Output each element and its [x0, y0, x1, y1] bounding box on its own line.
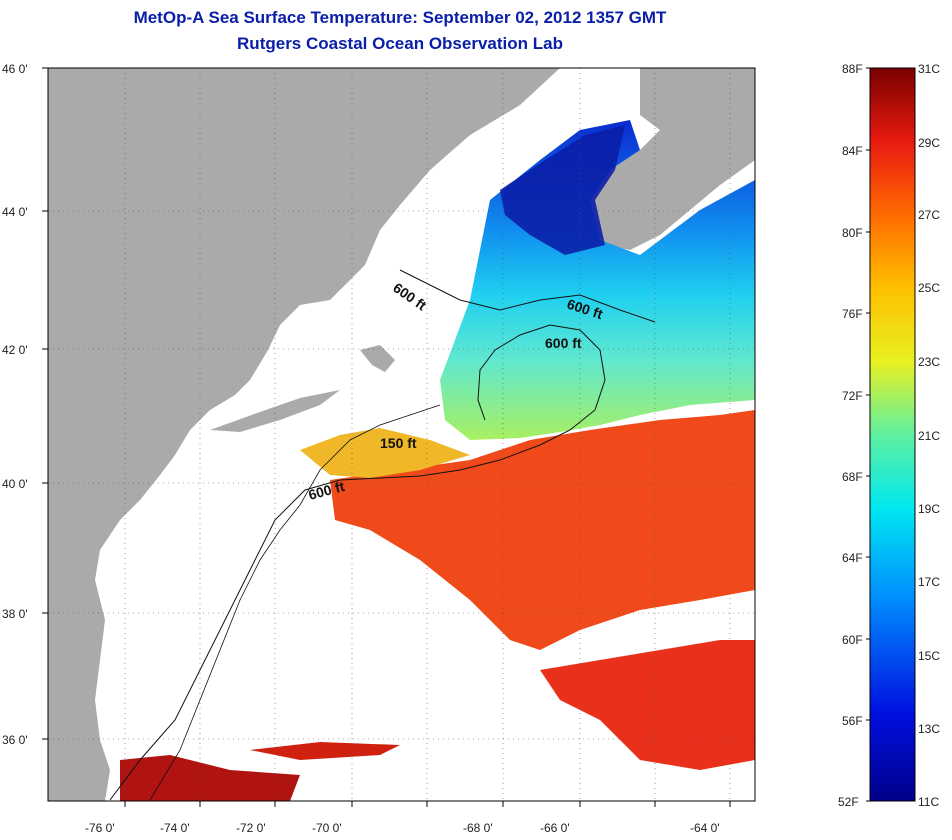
colorbar-c-label-23: 23C [918, 355, 940, 369]
colorbar-f-label-88: 88F [842, 62, 863, 76]
colorbar-c-label-17: 17C [918, 575, 940, 589]
colorbar-f-ticks [866, 67, 870, 802]
sst-mid-region [300, 428, 470, 478]
lon-label-66: -66 0' [540, 821, 570, 835]
lat-label-38: 38 0' [2, 607, 28, 621]
lon-label-64: -64 0' [690, 821, 720, 835]
contour-600ft-gulf [399, 269, 656, 323]
colorbar-c-label-19: 19C [918, 502, 940, 516]
sst-warm-region [330, 410, 755, 650]
map-title: MetOp-A Sea Surface Temperature: Septemb… [133, 8, 667, 27]
graticule [48, 68, 755, 801]
colorbar-f-label-72: 72F [842, 389, 863, 403]
land-cape-cod [360, 345, 395, 372]
sst-south-strip [250, 742, 400, 760]
colorbar-c-label-21: 21C [918, 429, 940, 443]
lon-label-72: -72 0' [236, 821, 266, 835]
colorbar-f-label-80: 80F [842, 226, 863, 240]
lon-label-74: -74 0' [160, 821, 190, 835]
colorbar-c-label-29: 29C [918, 136, 940, 150]
colorbar-c-label-15: 15C [918, 649, 940, 663]
colorbar-c-label-13: 13C [918, 722, 940, 736]
map-border [47, 67, 756, 802]
colorbar-f-label-76: 76F [842, 307, 863, 321]
land-nova-scotia [580, 68, 755, 250]
contour-150ft [149, 404, 441, 801]
colorbar-c-label-11: 11C [918, 795, 939, 809]
contour-label-150ft: 150 ft [380, 435, 417, 451]
contour-600ft-west [109, 324, 606, 801]
colorbar-f-label-52: 52F [838, 795, 859, 809]
colorbar-f-label-68: 68F [842, 470, 863, 484]
lon-label-76: -76 0' [85, 821, 115, 835]
colorbar-c-label-25: 25C [918, 281, 940, 295]
lat-label-36: 36 0' [2, 733, 28, 747]
colorbar-c-label-31: 31C [918, 62, 940, 76]
contour-label-600ft-georges: 600 ft [545, 335, 582, 351]
map-subtitle: Rutgers Coastal Ocean Observation Lab [237, 34, 563, 53]
lat-label-44: 44 0' [2, 205, 28, 219]
land-mainland [48, 68, 560, 801]
colorbar-f-label-56: 56F [842, 714, 863, 728]
land-long-island [210, 390, 340, 432]
colorbar [869, 67, 916, 802]
colorbar-f-label-60: 60F [842, 633, 863, 647]
colorbar-f-label-64: 64F [842, 551, 863, 565]
axis-ticks [42, 67, 731, 807]
lat-label-46: 46 0' [2, 62, 28, 76]
sst-south-warm-patches [540, 640, 755, 770]
sst-gulf-stream-patch [120, 755, 300, 801]
lon-label-70: -70 0' [312, 821, 342, 835]
colorbar-c-label-27: 27C [918, 208, 940, 222]
lat-label-40: 40 0' [2, 477, 28, 491]
colorbar-f-label-84: 84F [842, 144, 863, 158]
lon-label-68: -68 0' [463, 821, 493, 835]
map-layers: 600 ft 600 ft 600 ft 150 ft 600 ft [48, 68, 755, 801]
lat-label-42: 42 0' [2, 343, 28, 357]
sst-deep-cold-region [500, 125, 625, 255]
